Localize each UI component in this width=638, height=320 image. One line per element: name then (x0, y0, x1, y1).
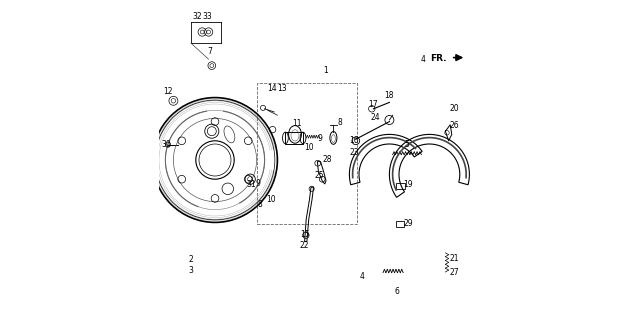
Text: 19: 19 (403, 180, 413, 188)
Text: 7: 7 (207, 47, 212, 56)
Text: 11: 11 (292, 119, 301, 128)
Text: 13: 13 (278, 84, 287, 92)
Text: 30: 30 (162, 140, 172, 149)
Text: 28: 28 (322, 155, 332, 164)
Text: 21: 21 (449, 254, 459, 263)
Text: 2: 2 (189, 255, 193, 264)
Text: 18: 18 (385, 91, 394, 100)
Text: 9: 9 (317, 134, 322, 143)
Text: 6: 6 (395, 287, 400, 296)
Bar (396, 221, 404, 227)
Bar (396, 183, 405, 189)
Text: 12: 12 (163, 87, 173, 96)
Text: 33: 33 (203, 12, 212, 20)
Text: 32: 32 (192, 12, 202, 20)
Text: 29: 29 (403, 219, 413, 228)
Text: FR.: FR. (431, 54, 447, 63)
Text: 3: 3 (189, 266, 193, 275)
Text: 27: 27 (449, 268, 459, 277)
Text: 14: 14 (267, 84, 276, 92)
Text: 8: 8 (338, 118, 342, 127)
Text: 31: 31 (246, 180, 256, 189)
Text: 5: 5 (404, 140, 410, 149)
Text: 1: 1 (323, 66, 328, 75)
Text: 16: 16 (350, 136, 359, 145)
Text: 10: 10 (266, 195, 276, 204)
Text: 22: 22 (300, 241, 309, 250)
Text: 25: 25 (314, 171, 324, 180)
Text: 17: 17 (369, 100, 378, 109)
Bar (285, 132, 303, 144)
Bar (256, 83, 357, 224)
Text: 15: 15 (300, 230, 309, 239)
Text: 10: 10 (304, 143, 313, 152)
Text: 4: 4 (420, 55, 426, 64)
Text: 26: 26 (449, 121, 459, 130)
Text: 20: 20 (449, 104, 459, 113)
Text: 8: 8 (257, 200, 262, 209)
Text: 4: 4 (360, 272, 365, 281)
Text: 23: 23 (350, 148, 359, 157)
Text: 9: 9 (256, 179, 261, 188)
Text: 24: 24 (370, 113, 380, 122)
